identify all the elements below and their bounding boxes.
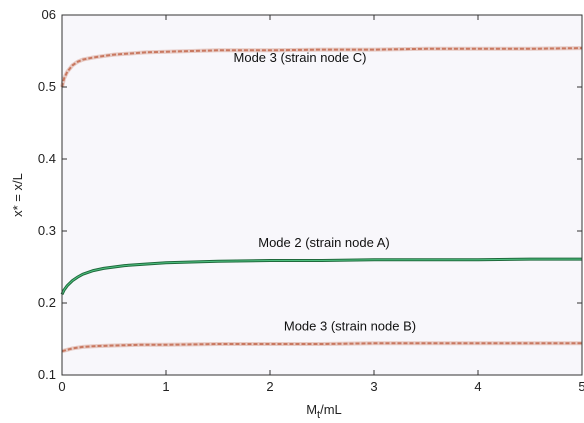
series-annotation: Mode 3 (strain node B): [284, 318, 416, 333]
y-tick-label: 06: [42, 7, 56, 22]
series-annotation: Mode 2 (strain node A): [258, 235, 390, 250]
x-axis-label-main: M: [306, 402, 317, 417]
x-axis-label-rest: /mL: [320, 402, 342, 417]
y-tick-label: 0.4: [38, 151, 56, 166]
x-tick-label: 1: [162, 379, 169, 394]
y-tick-label: 0.2: [38, 295, 56, 310]
x-tick-label: 2: [266, 379, 273, 394]
y-axis-label: x* = x/L: [10, 173, 25, 217]
x-tick-label: 4: [474, 379, 481, 394]
y-tick-label: 0.5: [38, 79, 56, 94]
series-line: [61, 342, 582, 353]
x-tick-label: 5: [578, 379, 584, 394]
x-tick-label: 3: [370, 379, 377, 394]
plot-area: [62, 15, 582, 375]
x-tick-label: 0: [58, 379, 65, 394]
series-layer: [60, 46, 583, 354]
y-tick-label: 0.1: [38, 367, 56, 382]
x-axis-label: Mt/mL: [306, 402, 342, 421]
series-line-highlight: [61, 258, 582, 295]
ticks-layer: 0 1 2 3 4 5 0.1 0.2 0.3 0.4 0.5 06: [38, 7, 584, 394]
annotation-layer: Mode 3 (strain node C) Mode 2 (strain nod…: [234, 50, 417, 334]
plot-frame: [61, 14, 583, 376]
y-tick-label: 0.3: [38, 223, 56, 238]
series-annotation: Mode 3 (strain node C): [234, 50, 367, 65]
x-axis-label-sub: t: [317, 409, 320, 421]
series-line: [61, 47, 583, 88]
